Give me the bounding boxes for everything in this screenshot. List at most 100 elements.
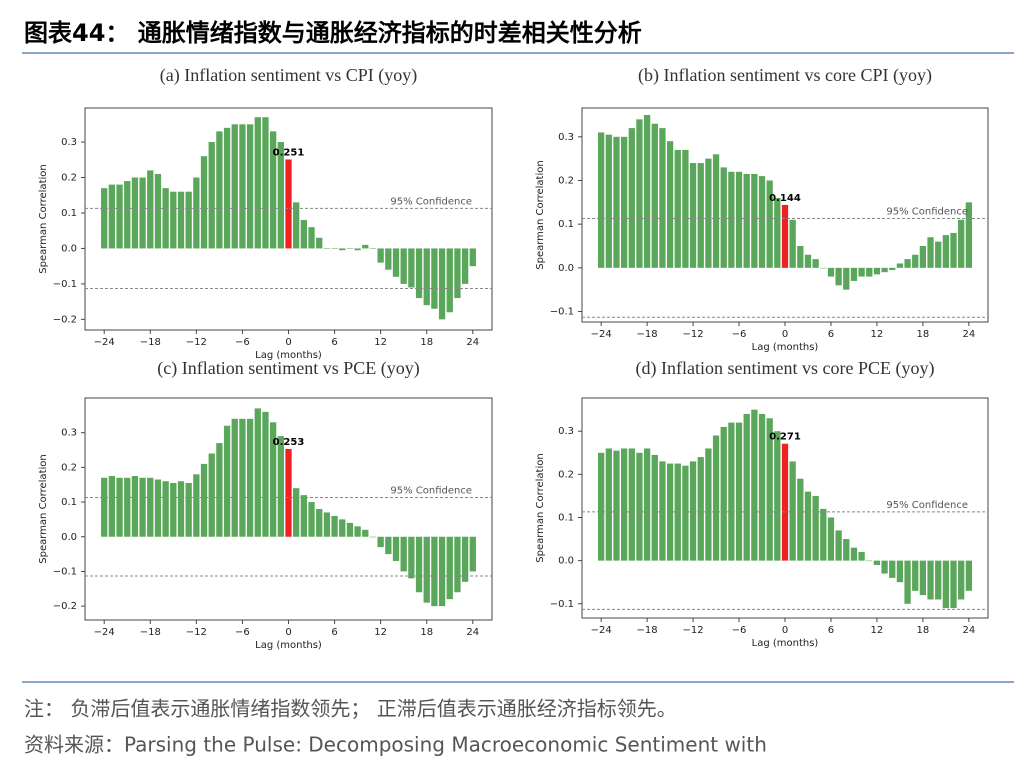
bar: [919, 560, 927, 596]
bar: [820, 508, 827, 561]
y-tick-label: 0.3: [61, 137, 77, 148]
bar: [812, 259, 819, 268]
y-tick-label: 0.1: [558, 219, 574, 230]
bar: [728, 171, 735, 268]
bar: [308, 227, 315, 249]
x-tick-label: 0: [285, 337, 291, 348]
bar: [643, 114, 651, 268]
bar: [277, 436, 284, 537]
x-tick-label: −12: [683, 329, 704, 340]
x-tick-label: 6: [828, 329, 834, 340]
bar: [958, 219, 965, 268]
bar: [269, 131, 277, 249]
bar: [208, 142, 215, 249]
bar: [400, 248, 407, 284]
bar: [300, 495, 308, 537]
confidence-label: 95% Confidence: [886, 500, 968, 511]
x-tick-label: 24: [962, 329, 975, 340]
x-tick-label: −6: [235, 627, 250, 638]
bar: [231, 124, 238, 249]
bar: [659, 128, 666, 268]
bar: [636, 452, 643, 561]
confidence-label: 95% Confidence: [390, 196, 472, 207]
bar: [827, 267, 835, 277]
bar: [331, 248, 338, 249]
bar: [400, 536, 407, 572]
bar: [231, 418, 238, 537]
bar: [369, 536, 377, 538]
bar: [139, 477, 146, 537]
value-label: 0.253: [273, 437, 305, 448]
bar: [369, 248, 377, 249]
bar: [177, 191, 185, 249]
x-tick-label: −18: [637, 625, 658, 636]
bar: [804, 491, 812, 561]
x-tick-label: 6: [828, 625, 834, 636]
bar: [385, 248, 392, 270]
bar: [254, 408, 261, 537]
bar: [712, 154, 720, 268]
bar: [339, 519, 346, 537]
bar: [720, 426, 727, 561]
bar: [674, 149, 681, 268]
panel-title: (b) Inflation sentiment vs core CPI (yoy…: [638, 65, 932, 86]
bar: [858, 552, 865, 561]
bar: [438, 536, 446, 607]
bar: [697, 163, 704, 268]
y-tick-label: 0.2: [558, 175, 574, 186]
bar: [246, 124, 254, 249]
bar: [643, 448, 651, 561]
bar: [116, 477, 123, 537]
bar: [758, 176, 766, 268]
note: 注： 负滞后值表示通胀情绪指数领先； 正滞后值表示通胀经济指标领先。: [24, 697, 677, 721]
bar: [323, 248, 331, 249]
x-tick-label: −24: [94, 337, 115, 348]
bar: [965, 560, 972, 591]
bar: [362, 529, 369, 537]
x-tick-label: −18: [637, 329, 658, 340]
bar: [239, 124, 246, 249]
bar: [705, 448, 712, 561]
bar: [316, 237, 323, 249]
bar: [377, 536, 384, 548]
x-tick-label: 0: [782, 329, 788, 340]
bar: [285, 448, 292, 537]
bar: [124, 477, 131, 537]
y-tick-label: 0.3: [558, 132, 574, 143]
bar: [758, 413, 766, 561]
bar: [820, 267, 827, 269]
bar: [254, 117, 261, 249]
bar: [613, 136, 620, 268]
x-tick-label: 6: [331, 627, 337, 638]
bar: [423, 536, 430, 603]
bar: [108, 184, 116, 249]
x-tick-label: 6: [331, 337, 337, 348]
x-tick-label: 18: [917, 625, 930, 636]
bar: [101, 188, 108, 249]
bar: [651, 123, 658, 268]
y-tick-label: 0.1: [61, 208, 77, 219]
bar: [200, 463, 208, 537]
bar: [751, 173, 758, 268]
bar: [216, 131, 223, 249]
bar: [598, 452, 605, 561]
confidence-label: 95% Confidence: [390, 486, 472, 497]
bar: [712, 435, 720, 561]
bar: [881, 267, 888, 273]
y-axis-label: Spearman Correlation: [535, 453, 546, 562]
bar: [812, 495, 819, 561]
bar: [185, 482, 192, 537]
bar: [316, 509, 323, 537]
y-tick-label: 0.1: [558, 512, 574, 523]
bar: [919, 246, 927, 268]
bar: [461, 536, 469, 582]
bar: [843, 267, 850, 290]
bar: [850, 547, 858, 561]
bar: [293, 488, 300, 537]
value-label: 0.271: [769, 432, 801, 443]
x-tick-label: 0: [285, 627, 291, 638]
bar: [935, 241, 942, 268]
bar: [285, 159, 292, 249]
bar: [743, 413, 750, 561]
y-axis-label: Spearman Correlation: [535, 160, 546, 269]
